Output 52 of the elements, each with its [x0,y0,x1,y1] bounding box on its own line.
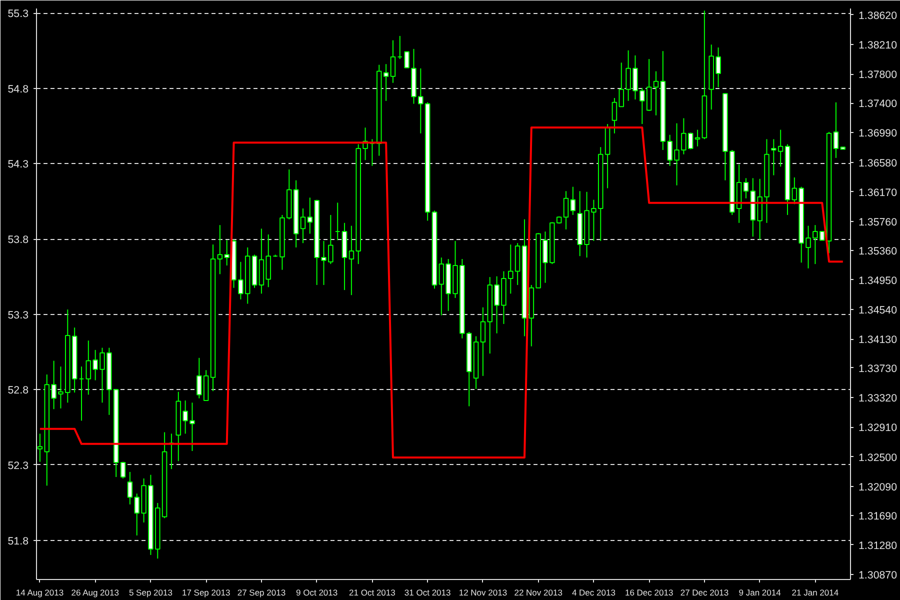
candlestick [300,208,306,244]
y-tick-label: 1.38210 [858,40,898,52]
x-tick-label: 27 Sep 2013 [237,588,286,598]
y-tick-label: 1.34540 [858,304,898,317]
candlestick [653,70,659,116]
y-tick-label: 1.33730 [858,362,898,375]
x-tick-label: 17 Sep 2013 [182,588,230,598]
y-tick-label: 1.35760 [858,216,898,228]
y-tick-label: 1.31690 [858,510,898,522]
y-tick-label: 1.30870 [858,569,898,582]
y2-tick-label: 54.8 [8,83,29,96]
y2-tick-label: 53.8 [8,234,29,246]
candlestick [563,190,569,230]
candlestick [570,186,576,216]
candlestick [404,51,410,68]
x-tick-label: 12 Nov 2013 [458,588,508,598]
y-tick-label: 1.32090 [858,481,898,494]
line-series [38,126,844,458]
candlestick [120,461,126,479]
y-tick-label: 1.34130 [858,334,898,346]
y2-tick-label: 54.3 [8,158,29,171]
candlestick [390,40,396,84]
x-tick-label: 9 Oct 2013 [296,588,338,598]
x-tick-label: 5 Sep 2013 [128,588,173,598]
y2-tick-label: 52.8 [8,384,29,397]
y-tick-label: 1.36170 [858,186,898,199]
x-tick-label: 16 Dec 2013 [624,588,674,598]
y-tick-label: 1.32910 [858,422,898,434]
x-tick-label: 14 Aug 2013 [16,588,64,598]
x-tick-label: 31 Oct 2013 [404,588,452,598]
y2-tick-label: 55.3 [8,8,29,20]
candlestick [743,178,749,199]
y-tick-label: 1.35360 [858,245,898,258]
x-tick-label: 9 Jan 2014 [738,588,782,598]
y-tick-label: 1.36580 [858,157,898,170]
y-tick-label: 1.37800 [858,69,898,82]
y2-tick-label: 53.3 [8,309,29,322]
x-tick-label: 22 Nov 2013 [514,588,563,598]
y-tick-label: 1.37400 [858,98,898,110]
x-tick-label: 26 Aug 2013 [71,588,120,598]
x-tick-label: 21 Jan 2014 [792,588,839,598]
y-tick-label: 1.32500 [858,452,898,464]
y-tick-label: 1.34950 [858,274,898,287]
y-tick-label: 1.36990 [858,128,898,140]
y2-tick-label: 51.8 [8,535,29,548]
y-tick-label: 1.31280 [858,540,898,552]
x-tick-label: 4 Dec 2013 [572,588,616,598]
y-tick-label: 1.38620 [858,10,898,22]
y2-tick-label: 52.3 [8,460,29,472]
x-tick-label: 27 Dec 2013 [680,588,729,598]
x-tick-label: 21 Oct 2013 [349,588,396,598]
y-tick-label: 1.33320 [858,392,898,405]
